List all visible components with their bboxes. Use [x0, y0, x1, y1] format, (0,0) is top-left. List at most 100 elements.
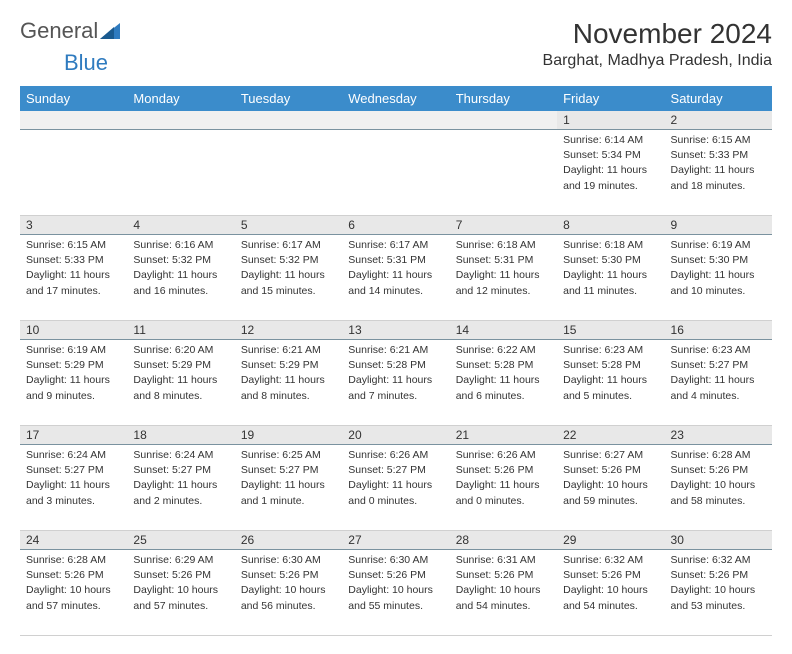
weekday-header: Sunday	[20, 86, 127, 111]
day-ss: Sunset: 5:27 PM	[133, 463, 228, 477]
day-dl2: and 57 minutes.	[26, 599, 121, 613]
day-content-cell: Sunrise: 6:26 AMSunset: 5:26 PMDaylight:…	[450, 445, 557, 531]
day-number-cell: 2	[665, 111, 772, 130]
day-content-cell	[127, 130, 234, 216]
day-dl1: Daylight: 10 hours	[671, 478, 766, 492]
day-sr: Sunrise: 6:26 AM	[348, 448, 443, 462]
day-dl2: and 56 minutes.	[241, 599, 336, 613]
day-sr: Sunrise: 6:24 AM	[133, 448, 228, 462]
day-number-cell	[127, 111, 234, 130]
day-sr: Sunrise: 6:18 AM	[563, 238, 658, 252]
day-ss: Sunset: 5:29 PM	[26, 358, 121, 372]
day-ss: Sunset: 5:31 PM	[456, 253, 551, 267]
day-dl2: and 1 minute.	[241, 494, 336, 508]
day-sr: Sunrise: 6:14 AM	[563, 133, 658, 147]
day-dl1: Daylight: 11 hours	[456, 268, 551, 282]
day-sr: Sunrise: 6:26 AM	[456, 448, 551, 462]
weekday-header: Monday	[127, 86, 234, 111]
day-sr: Sunrise: 6:21 AM	[348, 343, 443, 357]
day-content-cell: Sunrise: 6:32 AMSunset: 5:26 PMDaylight:…	[557, 550, 664, 636]
day-dl2: and 8 minutes.	[241, 389, 336, 403]
day-content-cell: Sunrise: 6:32 AMSunset: 5:26 PMDaylight:…	[665, 550, 772, 636]
day-ss: Sunset: 5:26 PM	[348, 568, 443, 582]
day-number-cell: 7	[450, 216, 557, 235]
day-ss: Sunset: 5:26 PM	[133, 568, 228, 582]
weekday-header: Saturday	[665, 86, 772, 111]
day-dl2: and 2 minutes.	[133, 494, 228, 508]
weekday-header-row: Sunday Monday Tuesday Wednesday Thursday…	[20, 86, 772, 111]
day-number-cell: 6	[342, 216, 449, 235]
day-dl1: Daylight: 11 hours	[563, 163, 658, 177]
day-number-cell	[235, 111, 342, 130]
day-sr: Sunrise: 6:23 AM	[671, 343, 766, 357]
day-dl2: and 54 minutes.	[563, 599, 658, 613]
day-dl1: Daylight: 11 hours	[671, 163, 766, 177]
day-ss: Sunset: 5:31 PM	[348, 253, 443, 267]
day-dl1: Daylight: 10 hours	[456, 583, 551, 597]
day-ss: Sunset: 5:26 PM	[563, 568, 658, 582]
calendar-page: General November 2024 Barghat, Madhya Pr…	[0, 0, 792, 654]
day-dl1: Daylight: 10 hours	[671, 583, 766, 597]
day-content-cell: Sunrise: 6:30 AMSunset: 5:26 PMDaylight:…	[342, 550, 449, 636]
day-dl2: and 55 minutes.	[348, 599, 443, 613]
day-number-cell: 8	[557, 216, 664, 235]
day-ss: Sunset: 5:26 PM	[456, 568, 551, 582]
day-content-cell	[20, 130, 127, 216]
day-content-cell: Sunrise: 6:18 AMSunset: 5:30 PMDaylight:…	[557, 235, 664, 321]
day-ss: Sunset: 5:27 PM	[26, 463, 121, 477]
day-content-cell: Sunrise: 6:27 AMSunset: 5:26 PMDaylight:…	[557, 445, 664, 531]
day-content-cell	[450, 130, 557, 216]
day-dl2: and 53 minutes.	[671, 599, 766, 613]
day-ss: Sunset: 5:28 PM	[456, 358, 551, 372]
day-ss: Sunset: 5:28 PM	[563, 358, 658, 372]
day-dl1: Daylight: 11 hours	[133, 373, 228, 387]
day-ss: Sunset: 5:27 PM	[348, 463, 443, 477]
day-dl2: and 15 minutes.	[241, 284, 336, 298]
day-dl2: and 4 minutes.	[671, 389, 766, 403]
day-content-cell	[342, 130, 449, 216]
day-content-cell: Sunrise: 6:24 AMSunset: 5:27 PMDaylight:…	[20, 445, 127, 531]
day-ss: Sunset: 5:30 PM	[563, 253, 658, 267]
day-number-cell: 20	[342, 426, 449, 445]
day-ss: Sunset: 5:32 PM	[133, 253, 228, 267]
day-dl2: and 54 minutes.	[456, 599, 551, 613]
day-sr: Sunrise: 6:28 AM	[26, 553, 121, 567]
day-content-cell: Sunrise: 6:24 AMSunset: 5:27 PMDaylight:…	[127, 445, 234, 531]
weekday-header: Thursday	[450, 86, 557, 111]
day-ss: Sunset: 5:26 PM	[671, 568, 766, 582]
day-dl2: and 59 minutes.	[563, 494, 658, 508]
day-sr: Sunrise: 6:15 AM	[26, 238, 121, 252]
day-content-cell: Sunrise: 6:31 AMSunset: 5:26 PMDaylight:…	[450, 550, 557, 636]
day-dl2: and 10 minutes.	[671, 284, 766, 298]
day-sr: Sunrise: 6:28 AM	[671, 448, 766, 462]
day-dl1: Daylight: 10 hours	[563, 478, 658, 492]
weekday-header: Wednesday	[342, 86, 449, 111]
day-dl1: Daylight: 11 hours	[456, 478, 551, 492]
day-sr: Sunrise: 6:22 AM	[456, 343, 551, 357]
logo-text-general: General	[20, 18, 98, 44]
day-ss: Sunset: 5:26 PM	[456, 463, 551, 477]
day-ss: Sunset: 5:26 PM	[26, 568, 121, 582]
day-number-cell: 10	[20, 321, 127, 340]
day-number-cell: 18	[127, 426, 234, 445]
day-number-cell: 21	[450, 426, 557, 445]
day-dl2: and 57 minutes.	[133, 599, 228, 613]
day-dl1: Daylight: 11 hours	[563, 373, 658, 387]
day-dl1: Daylight: 11 hours	[26, 373, 121, 387]
day-sr: Sunrise: 6:20 AM	[133, 343, 228, 357]
day-dl2: and 19 minutes.	[563, 179, 658, 193]
day-dl2: and 11 minutes.	[563, 284, 658, 298]
day-ss: Sunset: 5:33 PM	[671, 148, 766, 162]
day-dl1: Daylight: 11 hours	[133, 268, 228, 282]
day-dl2: and 7 minutes.	[348, 389, 443, 403]
day-sr: Sunrise: 6:15 AM	[671, 133, 766, 147]
day-sr: Sunrise: 6:30 AM	[348, 553, 443, 567]
day-dl1: Daylight: 11 hours	[348, 268, 443, 282]
day-number-cell: 12	[235, 321, 342, 340]
day-dl1: Daylight: 11 hours	[671, 373, 766, 387]
day-number-cell: 30	[665, 531, 772, 550]
day-dl1: Daylight: 10 hours	[348, 583, 443, 597]
day-dl1: Daylight: 11 hours	[348, 478, 443, 492]
day-dl2: and 17 minutes.	[26, 284, 121, 298]
day-content-cell: Sunrise: 6:18 AMSunset: 5:31 PMDaylight:…	[450, 235, 557, 321]
